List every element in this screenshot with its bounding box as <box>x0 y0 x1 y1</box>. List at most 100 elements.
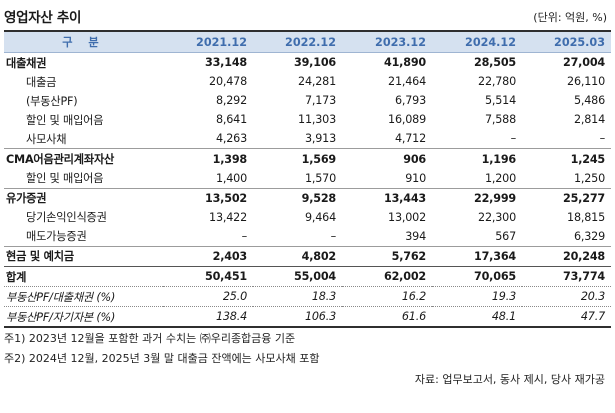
cell: 55,004 <box>253 266 342 287</box>
cell: 20.3 <box>522 286 611 307</box>
cell: 24,281 <box>298 75 336 89</box>
row-label: 사모사채 <box>26 132 67 146</box>
cell: 13,422 <box>209 210 247 224</box>
cell: 6,793 <box>394 94 426 108</box>
cell: 22,300 <box>478 210 516 224</box>
cell: 19.3 <box>432 286 522 307</box>
cell: 2,814 <box>573 113 605 127</box>
ratio-row: 부동산PF/자기자본 (%) 138.4 106.3 61.6 48.1 47.… <box>4 306 611 329</box>
cell: 17,364 <box>432 245 522 267</box>
row-label: 할인 및 매입어음 <box>26 113 104 127</box>
cell: 28,505 <box>474 56 516 70</box>
cell: – <box>330 229 337 243</box>
cell: 1,250 <box>573 171 605 185</box>
cell: 6,329 <box>573 229 605 243</box>
asset-trend-table: 구 분 2021.12 2022.12 2023.12 2024.12 2025… <box>4 32 611 329</box>
cell: 48.1 <box>432 306 522 329</box>
cell: 5,486 <box>573 94 605 108</box>
cell: 13,443 <box>342 187 432 208</box>
cell: 8,641 <box>215 113 247 127</box>
table-row: (부동산PF) 8,292 7,173 6,793 5,514 5,486 <box>4 91 611 110</box>
cell: 20,478 <box>209 75 247 89</box>
unit-label: (단위: 억원, %) <box>533 11 607 24</box>
cell: 7,588 <box>484 113 516 127</box>
cell: 33,148 <box>205 56 247 70</box>
table-row: 대출채권 33,148 39,106 41,890 28,505 27,004 <box>4 53 611 73</box>
cell: 22,999 <box>432 187 522 208</box>
header-col: 2024.12 <box>432 32 522 53</box>
cell: 3,913 <box>304 132 336 146</box>
row-label: 부동산PF/자기자본 (%) <box>4 306 163 329</box>
footnote: 주1) 2023년 12월을 포함한 과거 수치는 ㈜우리종합금융 기준 <box>4 332 296 345</box>
table-row: 현금 및 예치금 2,403 4,802 5,762 17,364 20,248 <box>4 245 611 267</box>
cell: 73,774 <box>522 266 611 287</box>
cell: 567 <box>495 229 516 243</box>
row-label: (부동산PF) <box>26 94 78 108</box>
cell: 20,248 <box>522 245 611 267</box>
cell: 138.4 <box>163 306 253 329</box>
cell: 61.6 <box>342 306 432 329</box>
table-row: CMA어음관리계좌자산 1,398 1,569 906 1,196 1,245 <box>4 148 611 169</box>
cell: 910 <box>405 171 426 185</box>
table-body: 대출채권 33,148 39,106 41,890 28,505 27,004 … <box>4 53 611 329</box>
row-label: 당기손익인식증권 <box>26 211 107 225</box>
top-rule <box>4 30 611 32</box>
cell: 4,802 <box>253 245 342 267</box>
cell: 27,004 <box>563 56 605 70</box>
cell: 5,514 <box>484 94 516 108</box>
cell: 1,400 <box>215 171 247 185</box>
cell: 22,780 <box>478 75 516 89</box>
table-row: 대출금 20,478 24,281 21,464 22,780 26,110 <box>4 72 611 91</box>
cell: 18.3 <box>253 286 342 307</box>
cell: 4,263 <box>215 132 247 146</box>
cell: 8,292 <box>215 94 247 108</box>
cell: 106.3 <box>253 306 342 329</box>
cell: 394 <box>405 229 426 243</box>
cell: 13,502 <box>163 187 253 208</box>
cell: 906 <box>342 148 432 169</box>
header-col: 2021.12 <box>163 32 253 53</box>
cell: 25,277 <box>522 187 611 208</box>
header-col: 2022.12 <box>253 32 342 53</box>
cell: 41,890 <box>384 56 426 70</box>
cell: 16,089 <box>388 113 426 127</box>
cell: 1,200 <box>484 171 516 185</box>
cell: 26,110 <box>567 75 605 89</box>
row-label: 부동산PF/대출채권 (%) <box>4 286 163 307</box>
table-row: 사모사채 4,263 3,913 4,712 – – <box>4 129 611 149</box>
row-label: 매도가능증권 <box>26 230 87 244</box>
cell: 18,815 <box>567 210 605 224</box>
header-col: 2025.03 <box>522 32 611 53</box>
row-label: 현금 및 예치금 <box>4 245 163 267</box>
cell: 13,002 <box>388 210 426 224</box>
cell: 1,196 <box>432 148 522 169</box>
cell: 50,451 <box>163 266 253 287</box>
table-title: 영업자산 추이 <box>4 10 82 26</box>
cell: – <box>599 132 606 146</box>
cell: 25.0 <box>163 286 253 307</box>
cell: 62,002 <box>342 266 432 287</box>
cell: 39,106 <box>294 56 336 70</box>
cell: 21,464 <box>388 75 426 89</box>
footnotes: 주1) 2023년 12월을 포함한 과거 수치는 ㈜우리종합금융 기준 주2)… <box>4 329 320 369</box>
row-label: 유가증권 <box>4 187 163 208</box>
table-row: 할인 및 매입어음 8,641 11,303 16,089 7,588 2,81… <box>4 110 611 129</box>
cell: 2,403 <box>163 245 253 267</box>
cell: 47.7 <box>522 306 611 329</box>
table-row: 매도가능증권 – – 394 567 6,329 <box>4 227 611 247</box>
header-category: 구 분 <box>4 32 163 53</box>
row-label: 할인 및 매입어음 <box>26 172 104 186</box>
cell: 1,569 <box>253 148 342 169</box>
ratio-row: 부동산PF/대출채권 (%) 25.0 18.3 16.2 19.3 20.3 <box>4 286 611 307</box>
row-label: 대출채권 <box>6 56 47 70</box>
source-note: 자료: 업무보고서, 동사 제시, 당사 재가공 <box>414 373 605 386</box>
total-row: 합계 50,451 55,004 62,002 70,065 73,774 <box>4 266 611 287</box>
cell: 4,712 <box>394 132 426 146</box>
cell: – <box>510 132 517 146</box>
cell: 70,065 <box>432 266 522 287</box>
header-col: 2023.12 <box>342 32 432 53</box>
cell: 1,245 <box>522 148 611 169</box>
row-label: 대출금 <box>26 75 57 89</box>
header-row: 구 분 2021.12 2022.12 2023.12 2024.12 2025… <box>4 32 611 53</box>
table-row: 유가증권 13,502 9,528 13,443 22,999 25,277 <box>4 187 611 208</box>
